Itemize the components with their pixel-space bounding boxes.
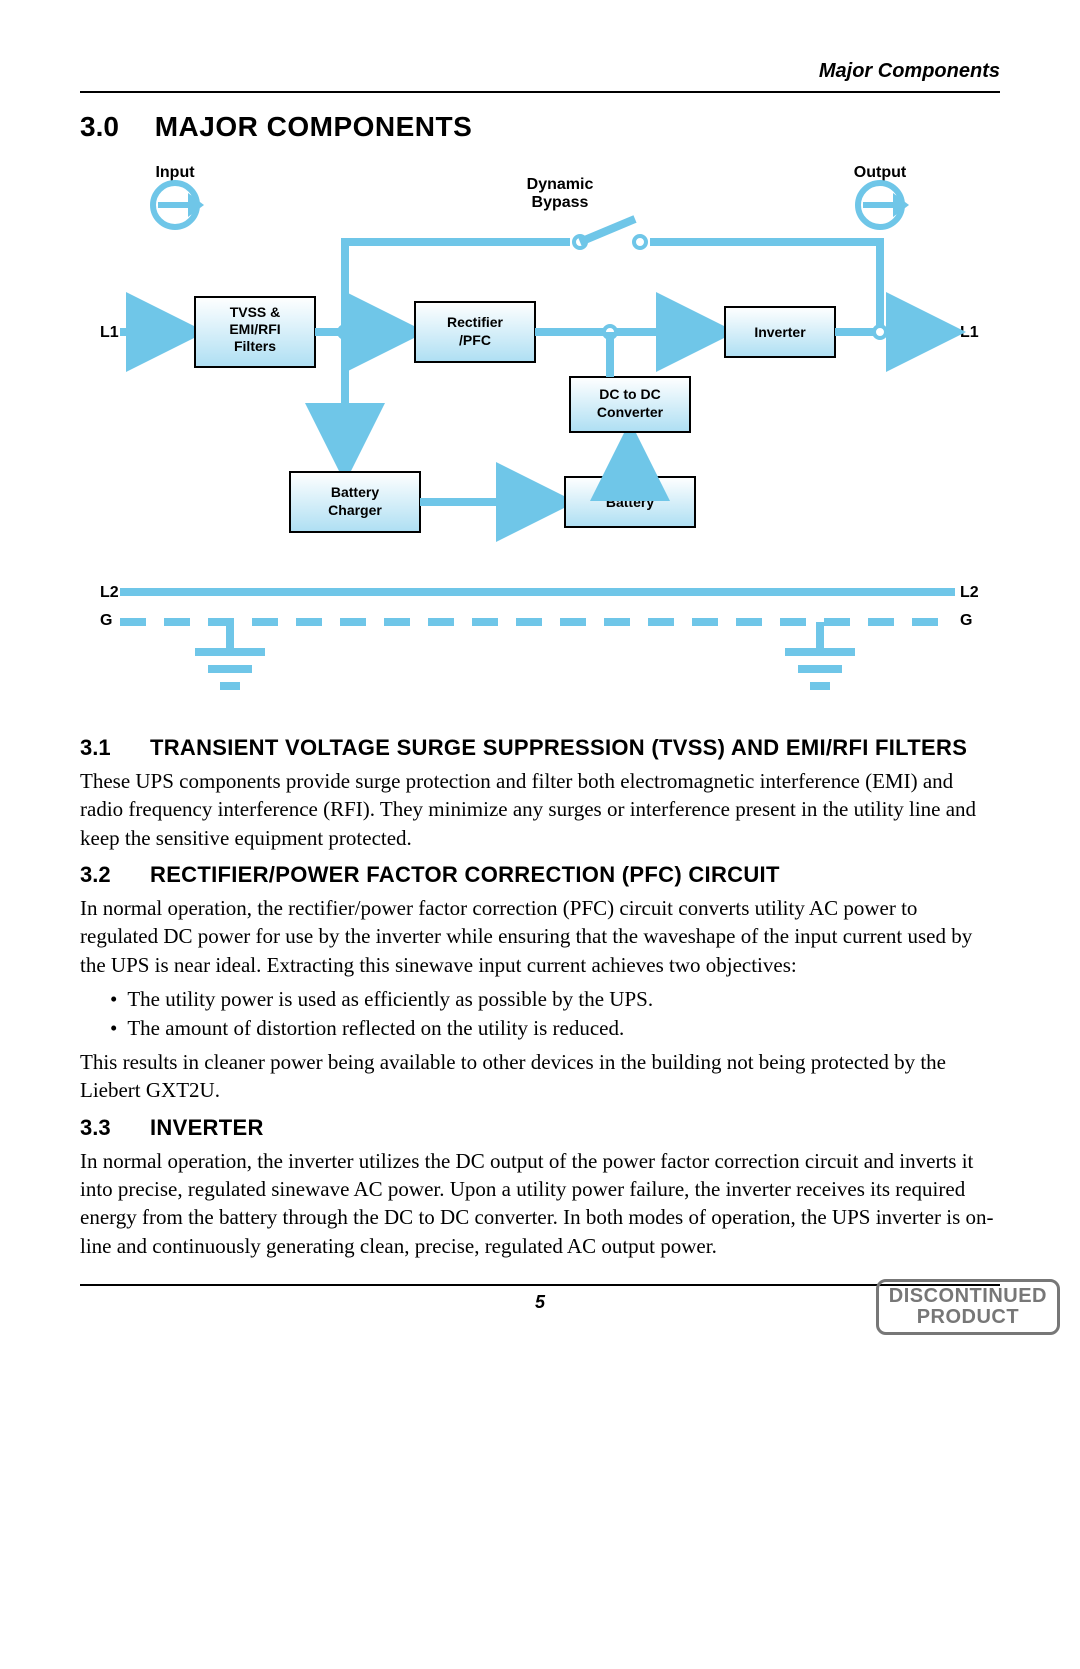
tvss-line3: Filters xyxy=(234,338,276,354)
rectifier-line2: /PFC xyxy=(459,332,491,348)
section-heading: 3.0 MAJOR COMPONENTS xyxy=(80,111,1000,143)
subsection-heading-3-2: 3.2 RECTIFIER/POWER FACTOR CORRECTION (P… xyxy=(80,862,1000,888)
page-footer: 5 xyxy=(80,1284,1000,1313)
discontinued-stamp: DISCONTINUED PRODUCT xyxy=(876,1279,1060,1335)
g-left-label: G xyxy=(100,612,112,629)
dcdc-line2: Converter xyxy=(597,404,664,420)
inverter-label: Inverter xyxy=(754,324,806,340)
subsection-number: 3.3 xyxy=(80,1115,150,1141)
battery-label: Battery xyxy=(606,494,654,510)
tvss-line2: EMI/RFI xyxy=(229,321,280,337)
stamp-line2: PRODUCT xyxy=(889,1307,1047,1328)
tvss-line1: TVSS & xyxy=(230,304,281,320)
subsection-heading-3-3: 3.3 INVERTER xyxy=(80,1115,1000,1141)
output-label: Output xyxy=(854,164,907,181)
paragraph: This results in cleaner power being avai… xyxy=(80,1048,1000,1105)
stamp-line1: DISCONTINUED xyxy=(889,1286,1047,1307)
l1-left-label: L1 xyxy=(100,324,119,341)
g-right-label: G xyxy=(960,612,972,629)
subsection-number: 3.1 xyxy=(80,735,150,761)
subsection-title: RECTIFIER/POWER FACTOR CORRECTION (PFC) … xyxy=(150,862,780,888)
paragraph: In normal operation, the inverter utiliz… xyxy=(80,1147,1000,1260)
section-title: MAJOR COMPONENTS xyxy=(155,111,473,142)
bullet-list: The utility power is used as efficiently… xyxy=(80,985,1000,1044)
dynamic-bypass-label-1: Dynamic xyxy=(527,176,594,193)
block-diagram: Input Output Dynamic Bypass L1 L1 L2 L2 … xyxy=(80,157,1000,717)
l1-right-label: L1 xyxy=(960,324,979,341)
subsection-title: TRANSIENT VOLTAGE SURGE SUPPRESSION (TVS… xyxy=(150,735,967,761)
paragraph: In normal operation, the rectifier/power… xyxy=(80,894,1000,979)
input-label: Input xyxy=(155,164,195,181)
l2-right-label: L2 xyxy=(960,584,979,601)
list-item: The utility power is used as efficiently… xyxy=(110,985,1000,1014)
l2-left-label: L2 xyxy=(100,584,119,601)
subsection-heading-3-1: 3.1 TRANSIENT VOLTAGE SURGE SUPPRESSION … xyxy=(80,735,1000,761)
dcdc-line1: DC to DC xyxy=(599,386,660,402)
subsection-number: 3.2 xyxy=(80,862,150,888)
section-number: 3.0 xyxy=(80,111,119,142)
list-item: The amount of distortion reflected on th… xyxy=(110,1014,1000,1043)
charger-line2: Charger xyxy=(328,502,382,518)
running-header: Major Components xyxy=(80,60,1000,93)
rectifier-line1: Rectifier xyxy=(447,314,504,330)
paragraph: These UPS components provide surge prote… xyxy=(80,767,1000,852)
dynamic-bypass-label-2: Bypass xyxy=(532,194,589,211)
charger-line1: Battery xyxy=(331,484,379,500)
subsection-title: INVERTER xyxy=(150,1115,264,1141)
page-number: 5 xyxy=(535,1292,545,1312)
